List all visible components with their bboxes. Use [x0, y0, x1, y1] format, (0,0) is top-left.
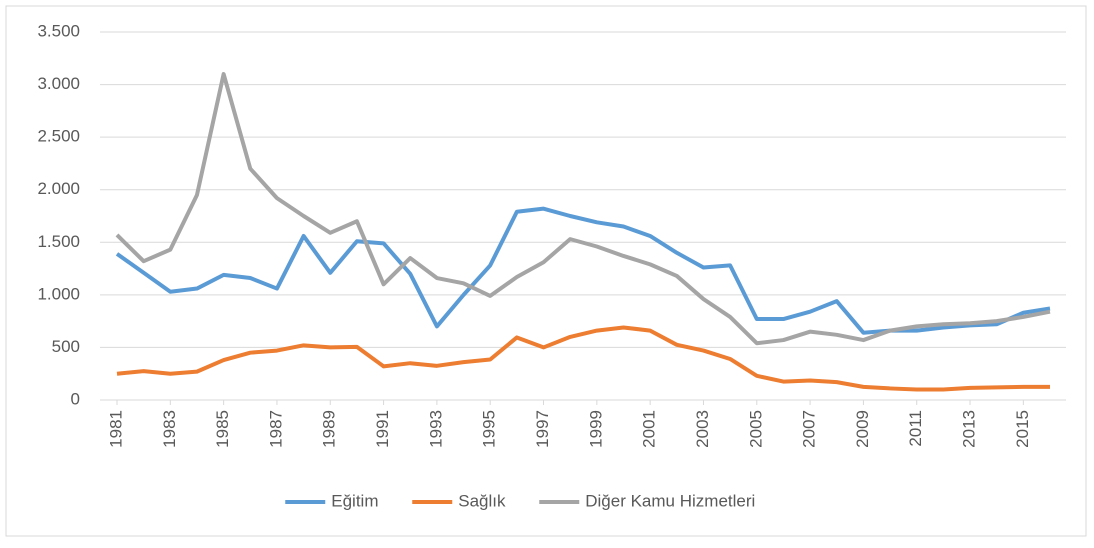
- y-tick-label: 0: [71, 389, 80, 408]
- x-tick-label: 1989: [320, 410, 339, 448]
- legend-label: Sağlık: [458, 491, 506, 510]
- legend-label: Eğitim: [331, 491, 378, 510]
- legend-label: Diğer Kamu Hizmetleri: [585, 491, 755, 510]
- x-tick-label: 1983: [160, 410, 179, 448]
- y-tick-label: 3.500: [37, 21, 80, 40]
- x-tick-label: 1995: [480, 410, 499, 448]
- x-tick-label: 1981: [106, 410, 125, 448]
- x-tick-label: 2001: [640, 410, 659, 448]
- x-tick-label: 2015: [1013, 410, 1032, 448]
- x-tick-label: 1997: [533, 410, 552, 448]
- x-tick-label: 1985: [213, 410, 232, 448]
- chart-border: [5, 5, 1087, 537]
- y-tick-label: 2.000: [37, 179, 80, 198]
- x-tick-label: 1987: [266, 410, 285, 448]
- x-tick-label: 2005: [746, 410, 765, 448]
- y-tick-label: 3.000: [37, 74, 80, 93]
- y-tick-label: 2.500: [37, 127, 80, 146]
- series-line: [115, 72, 1051, 346]
- x-tick-label: 2009: [853, 410, 872, 448]
- y-tick-label: 500: [52, 337, 80, 356]
- series-line: [116, 325, 1050, 392]
- x-tick-label: 2007: [800, 410, 819, 448]
- y-tick-label: 1.500: [37, 232, 80, 251]
- x-tick-label: 1991: [373, 410, 392, 448]
- x-tick-label: 1999: [586, 410, 605, 448]
- x-tick-label: 2011: [906, 410, 925, 447]
- x-tick-label: 1993: [426, 410, 445, 448]
- y-tick-label: 1.000: [37, 284, 80, 303]
- x-tick-label: 2003: [693, 410, 712, 448]
- x-tick-label: 2013: [960, 410, 979, 448]
